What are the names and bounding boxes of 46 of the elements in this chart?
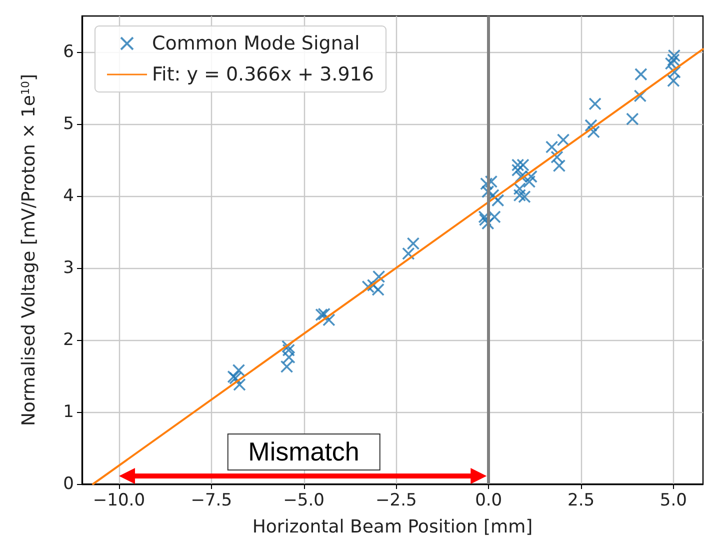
point: [518, 190, 531, 204]
point: [282, 344, 296, 356]
x-tick-label: 2.5: [567, 490, 595, 510]
x-tick-label: 0.0: [475, 490, 502, 510]
point: [491, 194, 504, 207]
point: [511, 164, 524, 176]
y-tick-label: 3: [63, 258, 74, 278]
annotation: Mismatch: [227, 434, 380, 470]
point: [315, 308, 328, 322]
point: [366, 278, 380, 292]
point: [402, 247, 415, 260]
y-tick-label: 5: [63, 114, 74, 134]
y-tick-label: 4: [63, 186, 74, 206]
y-tick-label: 0: [63, 474, 74, 494]
point: [584, 119, 598, 132]
x-tick-label: −5.0: [283, 490, 324, 510]
point: [522, 175, 536, 188]
x-tick-label: −2.5: [376, 490, 417, 510]
point: [634, 90, 647, 102]
point: [545, 140, 558, 154]
legend-label: Common Mode Signal: [152, 32, 360, 54]
point: [488, 210, 501, 224]
y-tick-label: 6: [63, 42, 74, 62]
x-axis-title: Horizontal Beam Position [mm]: [252, 516, 533, 538]
x-tick-label: 5.0: [660, 490, 687, 510]
point: [634, 68, 648, 81]
point: [588, 97, 602, 110]
point: [478, 213, 492, 226]
point: [668, 49, 681, 62]
y-axis-title: Normalised Voltage [mV/Proton × 1e10]: [18, 74, 40, 426]
point: [626, 112, 639, 126]
point: [362, 280, 375, 294]
point: [556, 133, 570, 146]
point: [513, 188, 526, 202]
point: [406, 237, 420, 250]
x-tick-label: −10.0: [92, 490, 146, 510]
x-tick-label: −7.5: [190, 490, 232, 510]
legend-label: Fit: y = 0.366x + 3.916: [152, 64, 374, 86]
y-tick-label: 2: [63, 330, 74, 350]
point: [664, 57, 678, 70]
point: [481, 216, 494, 230]
point: [524, 170, 538, 183]
point: [587, 126, 600, 138]
point: [318, 308, 331, 320]
y-tick-label: 1: [63, 402, 74, 422]
point: [322, 313, 336, 326]
